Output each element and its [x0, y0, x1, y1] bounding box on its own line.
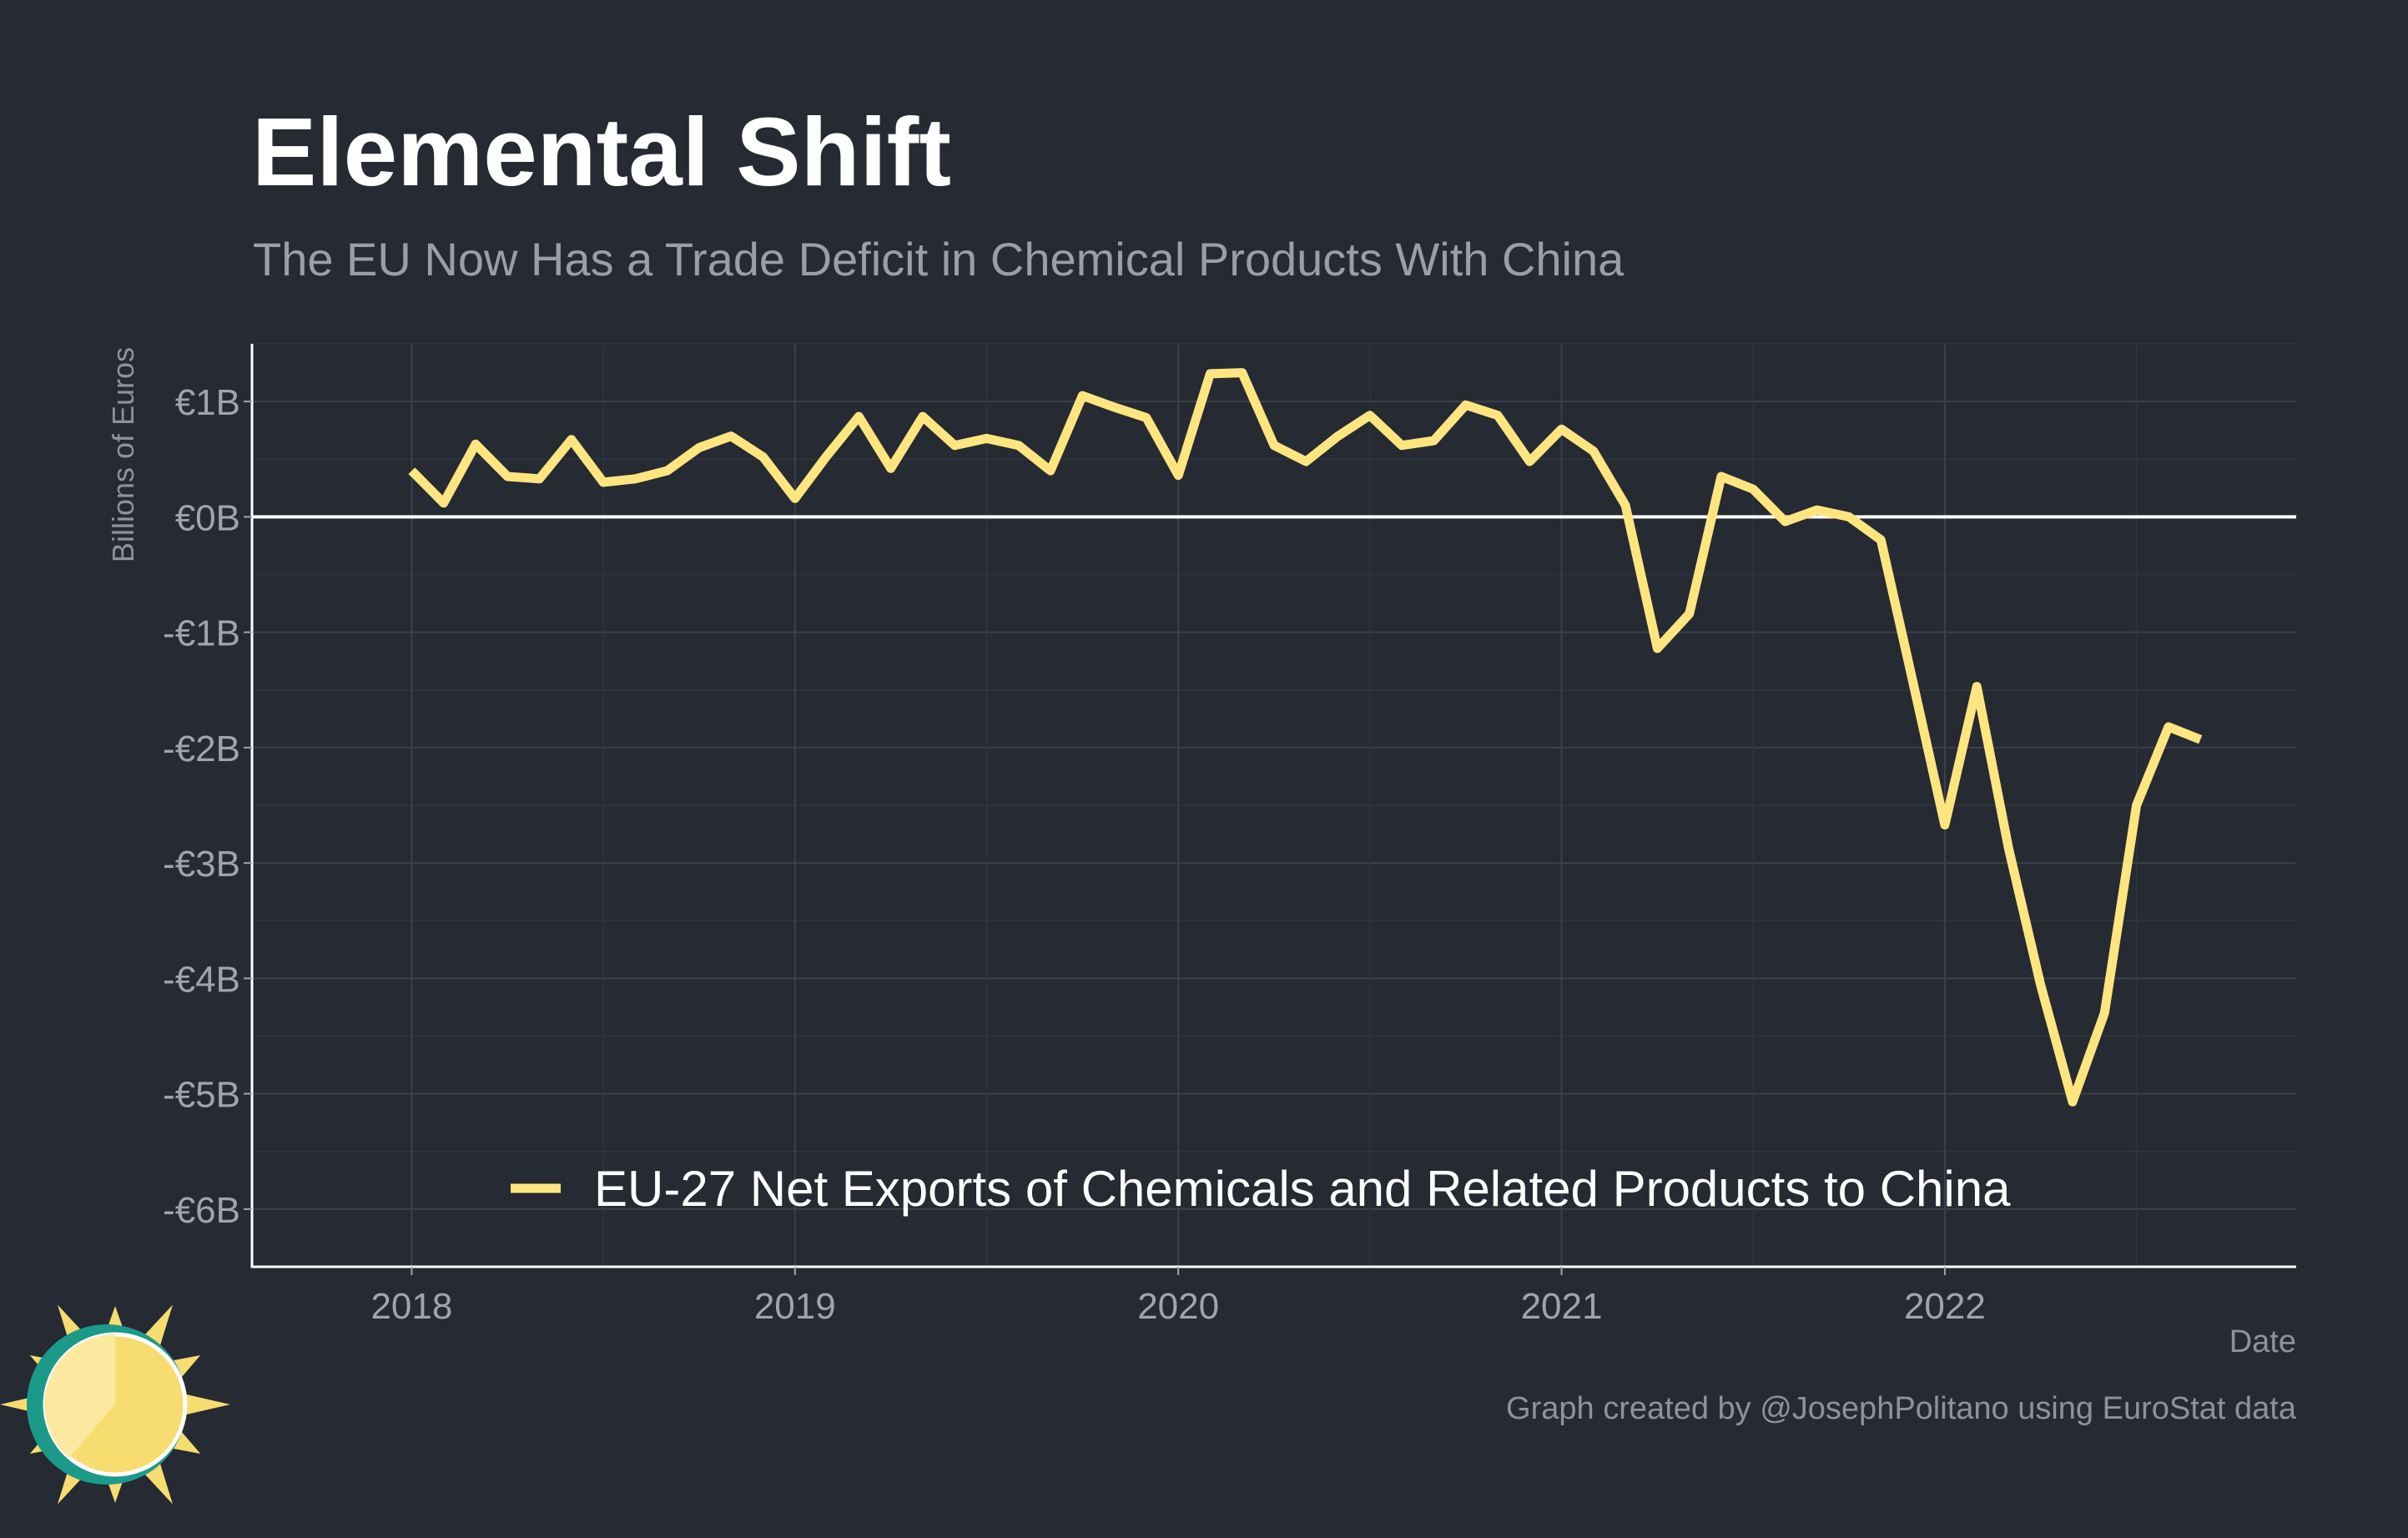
y-tick-label: -€1B	[163, 613, 240, 654]
sun-logo-icon	[0, 1304, 230, 1505]
x-tick-label: 2020	[1137, 1286, 1219, 1327]
chart-subtitle: The EU Now Has a Trade Deficit in Chemic…	[253, 233, 1625, 285]
x-axis-ticks: 2018 2019 2020 2021 2022	[370, 1267, 1986, 1327]
y-tick-label: -€5B	[163, 1075, 240, 1116]
y-tick-label: -€3B	[163, 844, 240, 885]
y-axis-label: Billions of Euros	[106, 347, 140, 562]
x-tick-label: 2022	[1904, 1286, 1986, 1327]
sun-ray	[182, 1393, 230, 1416]
x-tick-label: 2021	[1521, 1286, 1603, 1327]
y-tick-label: -€6B	[163, 1190, 240, 1231]
y-tick-label: -€2B	[163, 729, 240, 769]
series-layer	[408, 368, 2203, 1107]
series-line-0	[408, 368, 2203, 1107]
y-tick-label: €1B	[175, 382, 240, 423]
y-tick-label: -€4B	[163, 959, 240, 1000]
chart-title: Elemental Shift	[252, 98, 951, 206]
grid-lines	[252, 343, 2296, 1268]
y-axis-ticks: €1B €0B -€1B -€2B -€3B -€4B -€5B -€6B	[163, 382, 252, 1231]
legend-label: EU-27 Net Exports of Chemicals and Relat…	[594, 1161, 2011, 1217]
x-axis-label: Date	[2229, 1324, 2296, 1359]
chart-caption: Graph created by @JosephPolitano using E…	[1506, 1391, 2297, 1426]
y-tick-label: €0B	[175, 497, 240, 538]
axes	[250, 344, 2296, 1268]
x-tick-label: 2018	[370, 1286, 452, 1327]
x-tick-label: 2019	[754, 1286, 836, 1327]
chart-legend: EU-27 Net Exports of Chemicals and Relat…	[511, 1161, 2011, 1217]
